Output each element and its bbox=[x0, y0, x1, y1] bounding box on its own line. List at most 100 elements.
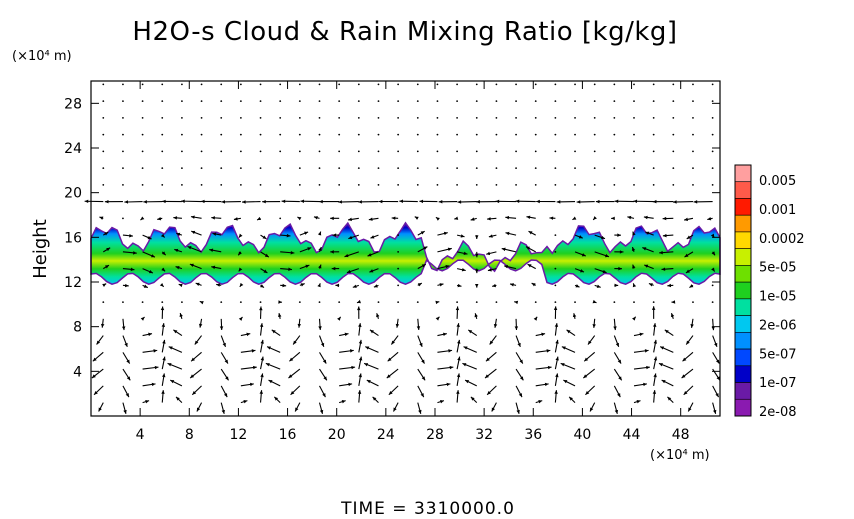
wind-vector bbox=[397, 100, 400, 102]
wind-vector-head bbox=[661, 267, 666, 271]
wind-vector bbox=[181, 133, 183, 136]
wind-vector bbox=[672, 150, 675, 153]
wind-vector bbox=[377, 83, 380, 86]
wind-vector bbox=[318, 183, 321, 186]
wind-vector-head bbox=[417, 283, 422, 287]
wind-vector bbox=[554, 267, 557, 270]
wind-vector bbox=[397, 234, 400, 237]
wind-vector-head bbox=[643, 382, 647, 387]
wind-vector-head bbox=[713, 409, 717, 414]
wind-vector-head bbox=[613, 326, 617, 331]
wind-vector bbox=[181, 301, 183, 303]
colorbar-swatch bbox=[734, 248, 752, 266]
wind-vector-head bbox=[372, 396, 377, 401]
wind-vector-head bbox=[465, 380, 470, 384]
wind-vector bbox=[239, 100, 242, 102]
wind-vector bbox=[456, 83, 458, 86]
wind-vector-head bbox=[161, 323, 166, 327]
wind-vector bbox=[416, 167, 419, 170]
wind-vector-head bbox=[615, 342, 620, 347]
wind-vector-head bbox=[423, 246, 428, 250]
wind-vector bbox=[574, 150, 576, 153]
wind-vector-head bbox=[238, 267, 243, 272]
wind-vector-head bbox=[592, 324, 596, 328]
wind-vector-head bbox=[352, 284, 357, 288]
wind-vector bbox=[279, 183, 282, 186]
wind-vector bbox=[259, 167, 262, 170]
wind-vector bbox=[318, 133, 321, 136]
x-axis: 4 8 12 16 20 24 28 32 36 40 44 48 bbox=[136, 81, 690, 443]
wind-vector bbox=[357, 83, 360, 86]
wind-vector bbox=[122, 83, 124, 86]
wind-vector-head bbox=[170, 380, 175, 384]
wind-vector bbox=[239, 301, 242, 303]
wind-vector bbox=[475, 183, 478, 186]
wind-vector-head bbox=[100, 323, 105, 328]
wind-vector-head bbox=[211, 265, 216, 270]
wind-vector bbox=[318, 301, 321, 303]
wind-vector-head bbox=[153, 349, 158, 353]
wind-vector-head bbox=[555, 373, 559, 378]
wind-vector-head bbox=[454, 216, 459, 220]
wind-vector-head bbox=[554, 323, 559, 327]
wind-vector-head bbox=[221, 200, 226, 204]
wind-vector bbox=[534, 183, 537, 186]
wind-vector-head bbox=[648, 283, 653, 287]
wind-vector-head bbox=[105, 265, 110, 269]
wind-vector bbox=[692, 100, 694, 102]
wind-vector-head bbox=[259, 390, 264, 394]
colorbar-swatch bbox=[734, 198, 752, 216]
wind-vector-head bbox=[143, 284, 148, 288]
wind-vector bbox=[338, 133, 341, 136]
wind-vector bbox=[200, 83, 203, 86]
wind-vector-head bbox=[281, 199, 286, 204]
wind-vector bbox=[672, 183, 675, 186]
wind-vector-head bbox=[645, 231, 650, 235]
wind-vector-head bbox=[457, 339, 461, 344]
wind-vector-head bbox=[633, 199, 638, 204]
wind-vector-head bbox=[341, 400, 346, 404]
wind-vector-head bbox=[519, 359, 523, 364]
wind-vector-head bbox=[348, 235, 353, 240]
wind-vector-head bbox=[549, 216, 554, 220]
x-tick-label: 36 bbox=[524, 427, 542, 443]
wind-vector-head bbox=[332, 233, 337, 237]
wind-vector-head bbox=[605, 253, 609, 258]
colorbar-swatch bbox=[734, 348, 752, 367]
wind-vector bbox=[613, 167, 616, 170]
wind-vector-head bbox=[322, 359, 327, 364]
wind-vector-head bbox=[660, 346, 665, 350]
wind-vector-head bbox=[330, 216, 334, 221]
wind-vector-head bbox=[505, 231, 510, 236]
wind-vector bbox=[318, 167, 321, 170]
wind-vector-head bbox=[358, 373, 362, 378]
wind-vector bbox=[613, 100, 616, 102]
wind-vector bbox=[495, 183, 498, 186]
wind-vector-head bbox=[445, 264, 450, 269]
wind-vector-head bbox=[614, 283, 619, 288]
wind-vector-head bbox=[693, 200, 698, 204]
wind-vector bbox=[122, 100, 124, 102]
wind-vector bbox=[161, 116, 164, 119]
wind-vector-head bbox=[646, 365, 650, 370]
wind-vector bbox=[357, 116, 360, 119]
wind-vector-head bbox=[639, 332, 644, 337]
wind-vector-head bbox=[682, 357, 687, 362]
wind-vector bbox=[495, 83, 498, 86]
wind-vector-head bbox=[262, 199, 266, 204]
wind-vector bbox=[239, 83, 242, 86]
wind-vector-head bbox=[443, 231, 448, 236]
wind-vector bbox=[298, 150, 301, 153]
y-axis-label: Height bbox=[30, 219, 51, 279]
colorbar-swatch bbox=[734, 298, 752, 316]
wind-vector-head bbox=[670, 313, 675, 318]
wind-vector bbox=[161, 167, 164, 170]
wind-vector-head bbox=[313, 216, 318, 220]
wind-vector-head bbox=[601, 235, 606, 240]
wind-vector bbox=[181, 167, 183, 170]
wind-vector bbox=[534, 100, 537, 102]
wind-vector bbox=[692, 133, 694, 136]
wind-vector-head bbox=[457, 283, 462, 288]
wind-vector-head bbox=[541, 332, 546, 337]
wind-vector bbox=[161, 150, 164, 153]
